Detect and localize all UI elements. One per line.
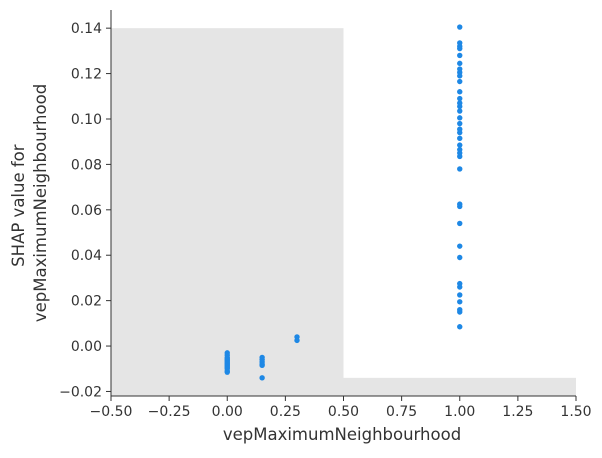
x-axis-label: vepMaximumNeighbourhood <box>223 425 461 444</box>
data-point <box>457 292 463 298</box>
data-point <box>457 243 463 249</box>
x-tick-label: 1.25 <box>502 404 533 420</box>
y-tick-label: 0.00 <box>71 339 102 355</box>
data-point <box>457 52 463 59</box>
y-tick-label: 0.12 <box>71 67 102 83</box>
data-point <box>457 103 463 110</box>
data-point <box>457 254 463 261</box>
y-tick-label: −0.02 <box>59 384 102 400</box>
data-point <box>224 369 230 375</box>
y-tick-label: 0.02 <box>71 294 102 310</box>
y-tick-label: 0.14 <box>71 21 102 37</box>
x-tick-label: 1.00 <box>444 404 475 420</box>
data-point <box>457 120 463 127</box>
data-point <box>457 220 463 227</box>
x-tick-label: 0.75 <box>386 404 417 420</box>
data-point <box>294 337 300 344</box>
data-point <box>457 24 463 30</box>
points-layer <box>224 24 463 381</box>
data-point <box>457 153 463 160</box>
y-axis-label-line-2: vepMaximumNeighbourhood <box>31 84 50 322</box>
data-point <box>457 135 463 141</box>
data-point <box>457 166 463 172</box>
data-point <box>457 142 463 148</box>
x-tick-label: 0.50 <box>328 404 359 420</box>
y-axis-label-line-1: SHAP value for <box>9 144 28 267</box>
data-point <box>259 362 265 369</box>
x-tick-label: −0.50 <box>90 404 133 420</box>
histogram-bar-0 <box>111 28 344 397</box>
data-point <box>457 78 463 85</box>
data-point <box>457 89 463 95</box>
data-point <box>457 108 463 114</box>
data-point <box>457 129 463 136</box>
data-point <box>457 284 463 290</box>
y-tick-label: 0.10 <box>71 112 102 128</box>
data-point <box>457 299 463 305</box>
data-point <box>457 115 463 121</box>
data-point <box>457 203 463 210</box>
data-point <box>457 73 463 79</box>
x-tick-label: 0.25 <box>270 404 301 420</box>
data-point <box>457 95 463 102</box>
data-point <box>259 375 265 381</box>
histogram-bar-1 <box>343 377 576 396</box>
histogram-layer <box>111 28 576 397</box>
y-tick-label: 0.04 <box>71 248 102 264</box>
data-point <box>457 60 463 67</box>
x-tick-label: 1.50 <box>560 404 591 420</box>
x-tick-label: 0.00 <box>212 404 243 420</box>
y-axis-label: SHAP value for vepMaximumNeighbourhood <box>9 84 50 322</box>
y-tick-label: 0.06 <box>71 203 102 219</box>
data-point <box>457 324 463 330</box>
x-tick-label: −0.25 <box>148 404 191 420</box>
axes-layer: −0.50 −0.25 0.00 0.25 0.50 0.75 1.00 1.25 1.50 −0… <box>59 10 592 420</box>
y-tick-label: 0.08 <box>71 157 102 173</box>
data-point <box>457 309 463 315</box>
data-point <box>457 45 463 52</box>
